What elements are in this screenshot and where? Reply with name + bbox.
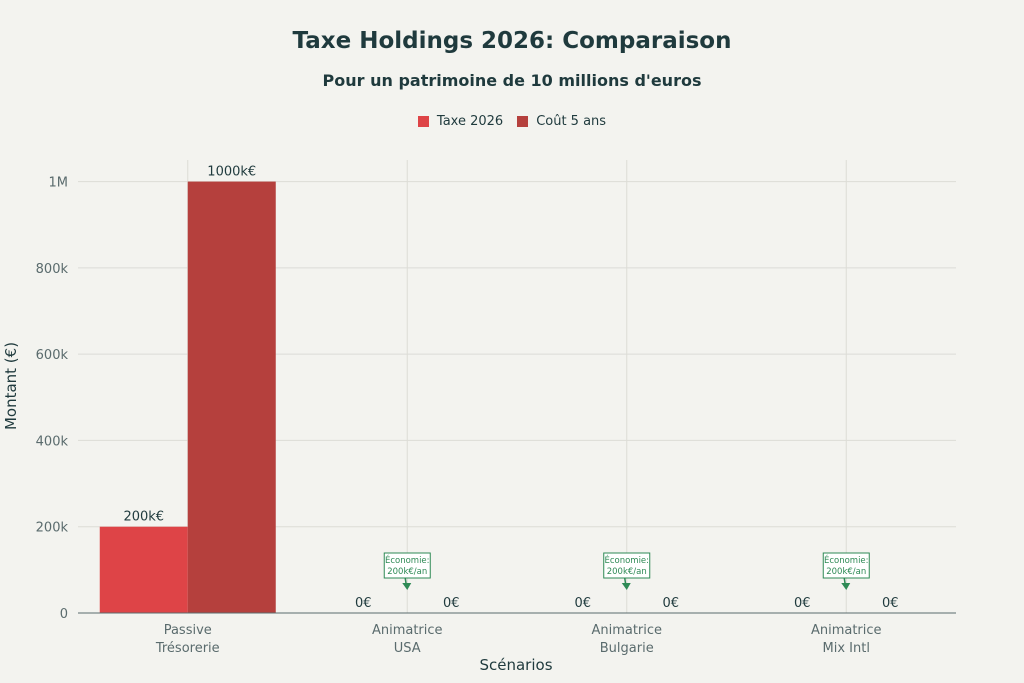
bar-taxe-2026: [99, 526, 188, 613]
data-label: 0€: [355, 596, 372, 611]
legend-label-cout-5-ans: Coût 5 ans: [536, 114, 607, 129]
annotation-arrowhead: [621, 583, 631, 590]
annotation-box: [822, 552, 870, 579]
annotation-text: Économie:: [604, 554, 649, 566]
x-tick-label: Mix Intl: [823, 641, 870, 656]
chart-subtitle: Pour un patrimoine de 10 millions d'euro…: [322, 71, 702, 90]
legend-item-cout-5-ans[interactable]: Coût 5 ans: [517, 114, 606, 129]
x-tick-label: Bulgarie: [600, 641, 654, 656]
legend: Taxe 2026 Coût 5 ans: [0, 114, 1024, 129]
legend-item-taxe-2026[interactable]: Taxe 2026: [417, 114, 504, 129]
annotation-text: 200k€/an: [607, 567, 647, 577]
y-tick-label: 200k: [36, 521, 69, 536]
annotation-arrowhead: [841, 583, 851, 590]
y-tick-label: 800k: [36, 262, 69, 277]
y-tick-label: 600k: [36, 348, 69, 363]
y-axis-title: Montant (€): [2, 342, 20, 430]
x-axis-title: Scénarios: [479, 656, 552, 674]
bar-cout-5-ans: [187, 181, 276, 614]
annotation-box: [603, 552, 651, 579]
legend-swatch-taxe-2026: [417, 116, 429, 127]
annotation-text: Économie:: [385, 554, 430, 566]
data-label: 0€: [794, 596, 811, 611]
annotation-box: [383, 552, 431, 579]
y-tick-label: 1M: [49, 176, 69, 191]
annotation-text: Économie:: [824, 554, 869, 566]
y-tick-label: 0: [60, 607, 68, 622]
legend-label-taxe-2026: Taxe 2026: [436, 114, 504, 129]
data-label: 0€: [574, 596, 591, 611]
x-tick-label: USA: [394, 641, 421, 656]
data-label: 0€: [443, 596, 460, 611]
data-label: 200k€: [123, 510, 164, 525]
data-label: 0€: [882, 596, 899, 611]
x-tick-label: Animatrice: [591, 623, 662, 638]
x-tick-label: Animatrice: [811, 623, 882, 638]
annotation-text: 200k€/an: [387, 567, 427, 577]
annotation-text: 200k€/an: [826, 567, 866, 577]
y-tick-label: 400k: [36, 434, 69, 449]
annotation-arrowhead: [402, 583, 412, 590]
chart-title: Taxe Holdings 2026: Comparaison: [292, 28, 732, 54]
x-tick-label: Animatrice: [372, 623, 443, 638]
data-label: 0€: [662, 596, 679, 611]
legend-swatch-cout-5-ans: [517, 116, 529, 127]
x-tick-label: Passive: [164, 623, 212, 638]
x-tick-label: Trésorerie: [155, 641, 220, 656]
data-label: 1000k€: [207, 165, 256, 180]
